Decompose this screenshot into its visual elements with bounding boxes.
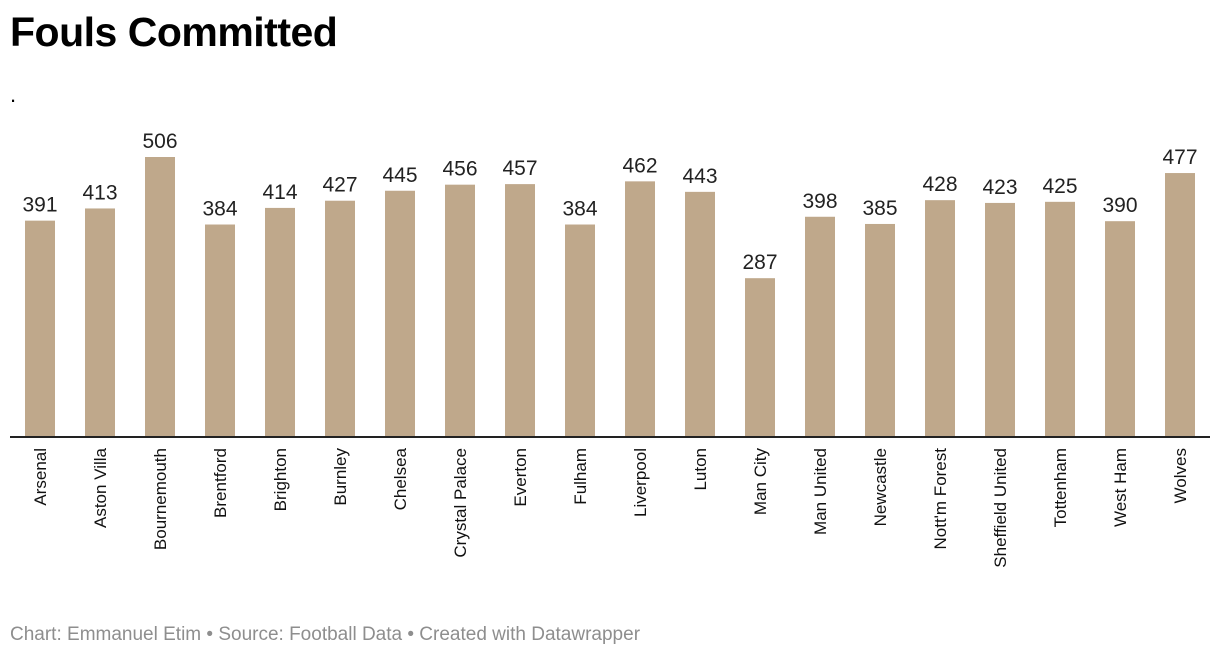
bar-chelsea [385,190,415,437]
bars-group [25,157,1195,438]
bar-man-city [745,278,775,437]
value-label-wolves: 477 [1162,146,1197,169]
value-label-man-united: 398 [802,190,837,213]
bar-luton [685,191,715,437]
bar-chart: 391 413 506 384 414 427 445 456 457 384 462 443 287 3… [10,130,1210,568]
value-label-fulham: 384 [562,198,597,221]
value-label-arsenal: 391 [22,194,57,217]
value-label-brighton: 414 [262,181,297,204]
chart-footer-credit: Chart: Emmanuel Etim • Source: Football … [10,624,641,645]
category-label-luton: Luton [691,448,710,491]
chart-title: Fouls Committed [10,9,338,55]
category-label-nott-m-forest: Nott'm Forest [931,448,950,550]
value-label-everton: 457 [502,157,537,180]
category-label-arsenal: Arsenal [31,448,50,506]
value-label-crystal-palace: 456 [442,158,477,181]
category-label-fulham: Fulham [571,448,590,505]
bar-burnley [325,200,355,437]
value-labels-group: 391 413 506 384 414 427 445 456 457 384 462 443 287 3… [22,130,1197,274]
bar-crystal-palace [445,184,475,437]
value-label-west-ham: 390 [1102,194,1137,217]
bar-everton [505,184,535,437]
category-label-crystal-palace: Crystal Palace [451,448,470,558]
bar-brighton [265,207,295,437]
category-label-burnley: Burnley [331,448,350,506]
bar-bournemouth [145,157,175,437]
value-label-nott-m-forest: 428 [922,173,957,196]
category-label-everton: Everton [511,448,530,507]
value-label-man-city: 287 [742,251,777,274]
bar-man-united [805,216,835,437]
value-label-chelsea: 445 [382,164,417,187]
bar-arsenal [25,220,55,437]
bar-newcastle [865,223,895,437]
value-label-luton: 443 [682,165,717,188]
bar-west-ham [1105,221,1135,437]
category-label-man-united: Man United [811,448,830,535]
bar-wolves [1165,173,1195,438]
value-label-bournemouth: 506 [142,130,177,153]
category-label-bournemouth: Bournemouth [151,448,170,550]
value-label-brentford: 384 [202,198,237,221]
value-label-sheffield-united: 423 [982,176,1017,199]
value-label-newcastle: 385 [862,197,897,220]
category-label-tottenham: Tottenham [1051,448,1070,527]
category-label-newcastle: Newcastle [871,448,890,526]
category-label-aston-villa: Aston Villa [91,447,110,528]
category-label-chelsea: Chelsea [391,447,410,510]
category-labels-group: Arsenal Aston Villa Bournemouth Brentford Br… [31,447,1190,567]
bar-tottenham [1045,201,1075,437]
category-label-brighton: Brighton [271,448,290,511]
bar-sheffield-united [985,202,1015,437]
value-label-aston-villa: 413 [82,181,117,204]
value-label-liverpool: 462 [622,154,657,177]
chart-subtitle: . [10,82,17,107]
bar-liverpool [625,181,655,437]
category-label-liverpool: Liverpool [631,448,650,517]
bar-nott-m-forest [925,200,955,437]
bar-fulham [565,224,595,437]
value-label-burnley: 427 [322,174,357,197]
bar-brentford [205,224,235,437]
category-label-man-city: Man City [751,448,770,516]
value-label-tottenham: 425 [1042,175,1077,198]
category-label-brentford: Brentford [211,448,230,518]
category-label-wolves: Wolves [1171,448,1190,503]
category-label-sheffield-united: Sheffield United [991,448,1010,568]
bar-aston-villa [85,208,115,437]
category-label-west-ham: West Ham [1111,448,1130,527]
